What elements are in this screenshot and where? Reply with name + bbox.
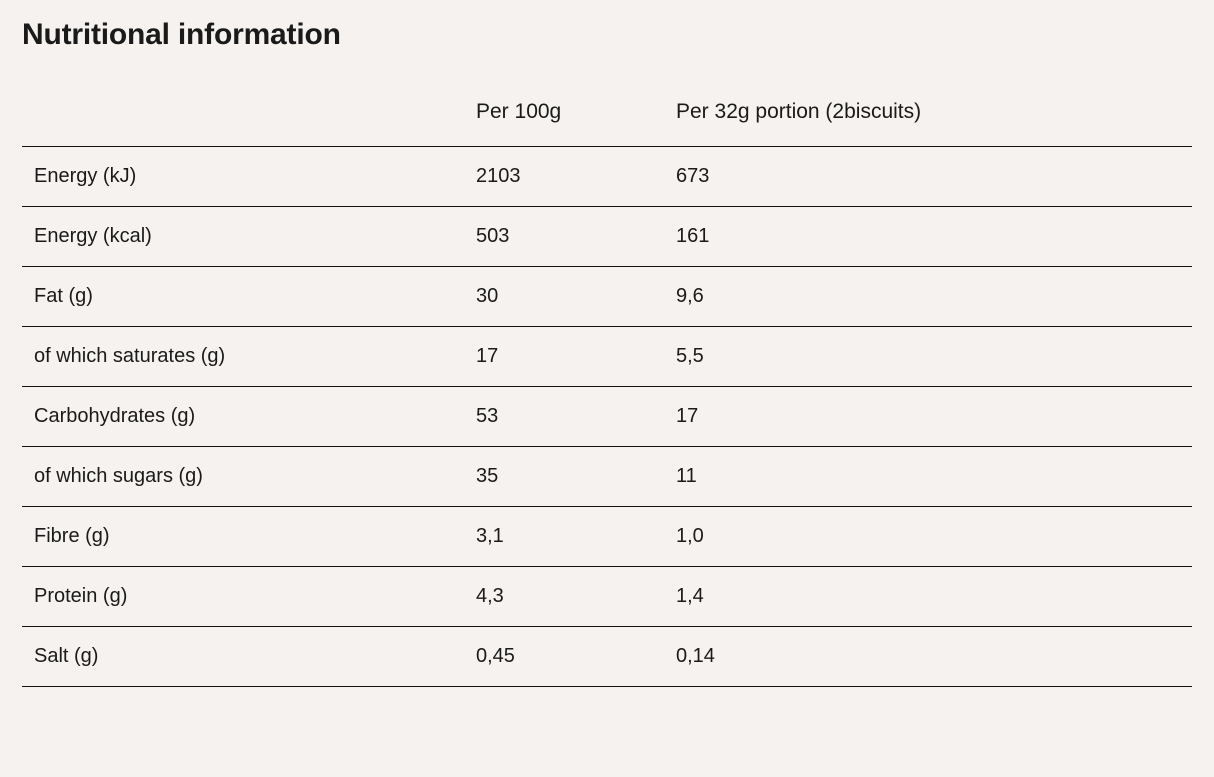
table-header-row: Per 100g Per 32g portion (2biscuits): [22, 86, 1192, 147]
cell-label: Fat (g): [22, 267, 462, 327]
nutrition-panel: Nutritional information Per 100g Per 32g…: [0, 0, 1214, 717]
cell-per32g: 11: [662, 447, 1192, 507]
cell-per32g: 17: [662, 387, 1192, 447]
cell-per100g: 0,45: [462, 627, 662, 687]
cell-per32g: 161: [662, 207, 1192, 267]
cell-per100g: 4,3: [462, 567, 662, 627]
col-header-per100g: Per 100g: [462, 86, 662, 147]
table-row: Salt (g) 0,45 0,14: [22, 627, 1192, 687]
cell-per100g: 503: [462, 207, 662, 267]
section-title: Nutritional information: [22, 18, 1192, 52]
table-row: of which sugars (g) 35 11: [22, 447, 1192, 507]
cell-label: Energy (kJ): [22, 147, 462, 207]
cell-label: Protein (g): [22, 567, 462, 627]
cell-per100g: 35: [462, 447, 662, 507]
cell-label: of which saturates (g): [22, 327, 462, 387]
table-row: Protein (g) 4,3 1,4: [22, 567, 1192, 627]
table-row: Carbohydrates (g) 53 17: [22, 387, 1192, 447]
cell-per32g: 0,14: [662, 627, 1192, 687]
cell-per100g: 2103: [462, 147, 662, 207]
cell-per32g: 673: [662, 147, 1192, 207]
table-row: of which saturates (g) 17 5,5: [22, 327, 1192, 387]
cell-label: of which sugars (g): [22, 447, 462, 507]
cell-label: Salt (g): [22, 627, 462, 687]
table-row: Fat (g) 30 9,6: [22, 267, 1192, 327]
col-header-label: [22, 86, 462, 147]
cell-per32g: 1,4: [662, 567, 1192, 627]
col-header-per32g: Per 32g portion (2biscuits): [662, 86, 1192, 147]
table-row: Energy (kcal) 503 161: [22, 207, 1192, 267]
table-row: Energy (kJ) 2103 673: [22, 147, 1192, 207]
cell-label: Energy (kcal): [22, 207, 462, 267]
cell-per32g: 5,5: [662, 327, 1192, 387]
cell-per32g: 9,6: [662, 267, 1192, 327]
cell-per32g: 1,0: [662, 507, 1192, 567]
nutrition-table: Per 100g Per 32g portion (2biscuits) Ene…: [22, 86, 1192, 687]
cell-label: Carbohydrates (g): [22, 387, 462, 447]
table-row: Fibre (g) 3,1 1,0: [22, 507, 1192, 567]
cell-per100g: 3,1: [462, 507, 662, 567]
cell-per100g: 53: [462, 387, 662, 447]
cell-per100g: 30: [462, 267, 662, 327]
cell-label: Fibre (g): [22, 507, 462, 567]
cell-per100g: 17: [462, 327, 662, 387]
